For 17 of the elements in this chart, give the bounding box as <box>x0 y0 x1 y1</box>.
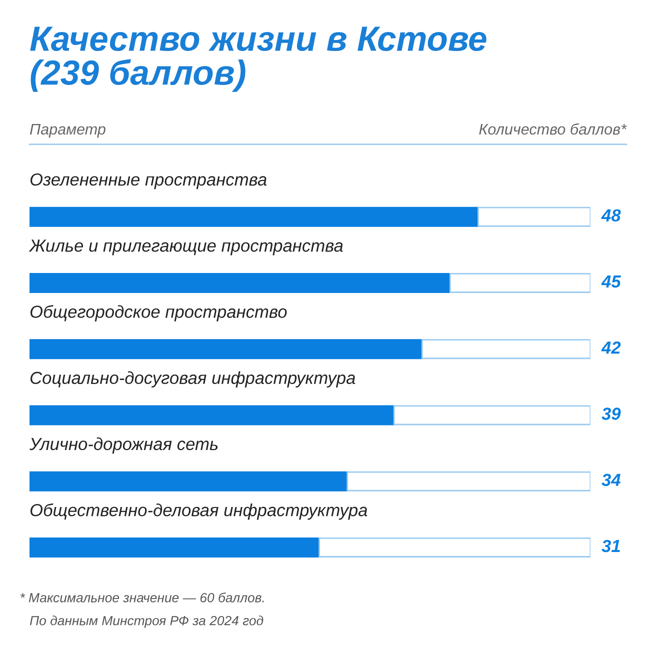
text: По данным Минстроя РФ за 2024 год <box>30 616 264 628</box>
y-tick-label: Социально-досуговая инфраструктура <box>30 371 356 388</box>
y-tick-label: Озелененные пространства <box>30 173 267 190</box>
text: * Максимальное значение — 60 баллов. <box>20 592 264 602</box>
x-axis-title: Количество баллов* <box>479 123 627 135</box>
data-label: 39 <box>602 408 621 420</box>
data-label: 42 <box>601 341 621 354</box>
data-label: 31 <box>602 540 620 552</box>
y-tick-label: Общественно-деловая инфраструктура <box>30 503 368 520</box>
data-label: 48 <box>601 209 621 222</box>
chart-title: Качество жизни в Кстове (239 баллов) <box>30 26 486 92</box>
y-tick-label: Общегородское пространство <box>30 305 287 322</box>
data-label: 34 <box>602 474 621 486</box>
y-tick-label: Улично-дорожная сеть <box>29 437 218 454</box>
data-label: 45 <box>601 276 622 288</box>
y-tick-label: Жилье и прилегающие пространства <box>28 240 343 256</box>
y-axis-title: Параметр <box>30 124 106 138</box>
